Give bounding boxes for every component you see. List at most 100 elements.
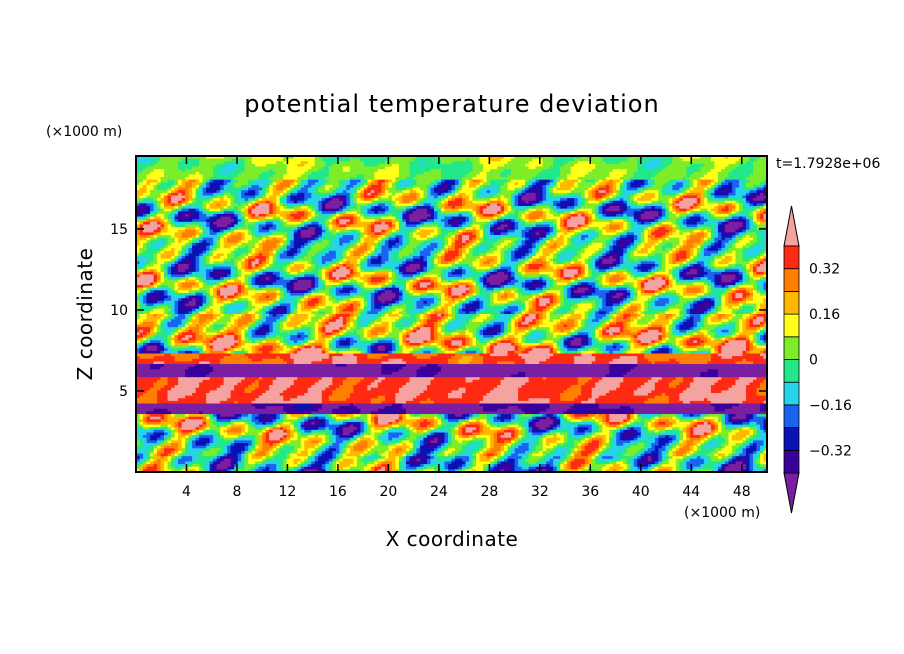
heatmap-cell xyxy=(696,166,701,170)
heatmap-cell xyxy=(255,177,260,181)
heatmap-cell xyxy=(549,158,554,162)
heatmap-cell xyxy=(328,179,333,183)
heatmap-cell xyxy=(136,166,141,170)
heatmap-cell xyxy=(759,158,765,162)
heatmap-cell xyxy=(651,166,656,170)
heatmap-cell xyxy=(518,169,523,173)
heatmap-cell xyxy=(423,187,428,191)
heatmap-cell xyxy=(227,158,232,162)
heatmap-cell xyxy=(440,184,446,189)
heatmap-cell xyxy=(188,177,193,181)
heatmap-cell xyxy=(269,166,274,170)
heatmap-cell xyxy=(164,163,169,168)
heatmap-cell xyxy=(609,187,614,191)
heatmap-cell xyxy=(458,161,463,165)
heatmap-cell xyxy=(356,158,361,162)
heatmap-cell xyxy=(742,163,747,168)
heatmap-cell xyxy=(206,184,211,189)
heatmap-cell xyxy=(605,163,610,168)
heatmap-cell xyxy=(374,179,379,183)
heatmap-cell xyxy=(651,163,656,168)
heatmap-cell xyxy=(469,158,474,162)
heatmap-cell xyxy=(563,166,568,170)
heatmap-cell xyxy=(672,182,677,186)
heatmap-cell xyxy=(567,171,572,176)
heatmap-cell xyxy=(518,158,523,162)
heatmap-cell xyxy=(332,182,337,186)
heatmap-cell xyxy=(476,169,481,173)
heatmap-cell xyxy=(409,184,414,189)
heatmap-cell xyxy=(444,177,449,181)
heatmap-cell xyxy=(504,163,509,168)
heatmap-cell xyxy=(150,161,155,165)
heatmap-cell xyxy=(560,163,565,168)
heatmap-cell xyxy=(710,184,716,189)
heatmap-cell xyxy=(283,177,288,181)
heatmap-cell xyxy=(223,171,228,176)
heatmap-cell xyxy=(721,166,726,170)
heatmap-cell xyxy=(637,187,642,191)
heatmap-cell xyxy=(714,163,719,168)
heatmap-cell xyxy=(153,182,158,186)
heatmap-cell xyxy=(279,169,284,173)
heatmap-cell xyxy=(710,163,716,168)
heatmap-cell xyxy=(339,163,344,168)
heatmap-cell xyxy=(686,166,691,170)
heatmap-cell xyxy=(209,174,214,178)
heatmap-cell xyxy=(384,177,389,181)
heatmap-cell xyxy=(276,161,281,165)
heatmap-cell xyxy=(483,169,488,173)
heatmap-cell xyxy=(703,179,709,183)
heatmap-cell xyxy=(759,177,765,181)
heatmap-cell xyxy=(286,182,291,186)
heatmap-cell xyxy=(735,171,740,176)
heatmap-cell xyxy=(300,179,305,183)
heatmap-cell xyxy=(346,161,351,165)
heatmap-cell xyxy=(374,156,379,160)
heatmap-cell xyxy=(609,171,614,176)
heatmap-cell xyxy=(553,161,558,165)
heatmap-cell xyxy=(251,161,256,165)
heatmap-cell xyxy=(759,163,765,168)
heatmap-cell xyxy=(339,158,344,162)
heatmap-cell xyxy=(241,179,246,183)
heatmap-cell xyxy=(300,158,305,162)
heatmap-cell xyxy=(199,166,204,170)
heatmap-cell xyxy=(714,174,719,178)
heatmap-cell xyxy=(724,158,730,162)
heatmap-cell xyxy=(258,174,263,178)
heatmap-cell xyxy=(462,171,467,176)
heatmap-cell xyxy=(251,187,256,191)
heatmap-cell xyxy=(346,156,351,160)
heatmap-cell xyxy=(321,187,326,191)
heatmap-cell xyxy=(398,179,404,183)
heatmap-cell xyxy=(325,158,330,162)
heatmap-cell xyxy=(752,161,758,165)
heatmap-cell xyxy=(447,163,453,168)
heatmap-cell xyxy=(262,171,267,176)
heatmap-cell xyxy=(588,179,593,183)
heatmap-cell xyxy=(665,169,670,173)
heatmap-cell xyxy=(633,182,638,186)
heatmap-cell xyxy=(311,187,316,191)
heatmap-cell xyxy=(472,161,477,165)
heatmap-cell xyxy=(738,174,744,178)
heatmap-cell xyxy=(521,166,526,170)
heatmap-cell xyxy=(675,166,680,170)
heatmap-cell xyxy=(213,190,218,194)
heatmap-cell xyxy=(563,169,568,173)
heatmap-cell xyxy=(227,184,232,189)
heatmap-cell xyxy=(598,169,603,173)
heatmap-cell xyxy=(279,156,284,160)
heatmap-cell xyxy=(248,184,253,189)
heatmap-cell xyxy=(342,156,347,160)
heatmap-cell xyxy=(658,156,663,160)
heatmap-cell xyxy=(269,190,274,194)
heatmap-cell xyxy=(339,171,344,176)
heatmap-cell xyxy=(745,161,751,165)
heatmap-cell xyxy=(412,169,418,173)
heatmap-cell xyxy=(654,179,659,183)
heatmap-cell xyxy=(609,182,614,186)
heatmap-cell xyxy=(290,163,295,168)
heatmap-cell xyxy=(353,161,358,165)
